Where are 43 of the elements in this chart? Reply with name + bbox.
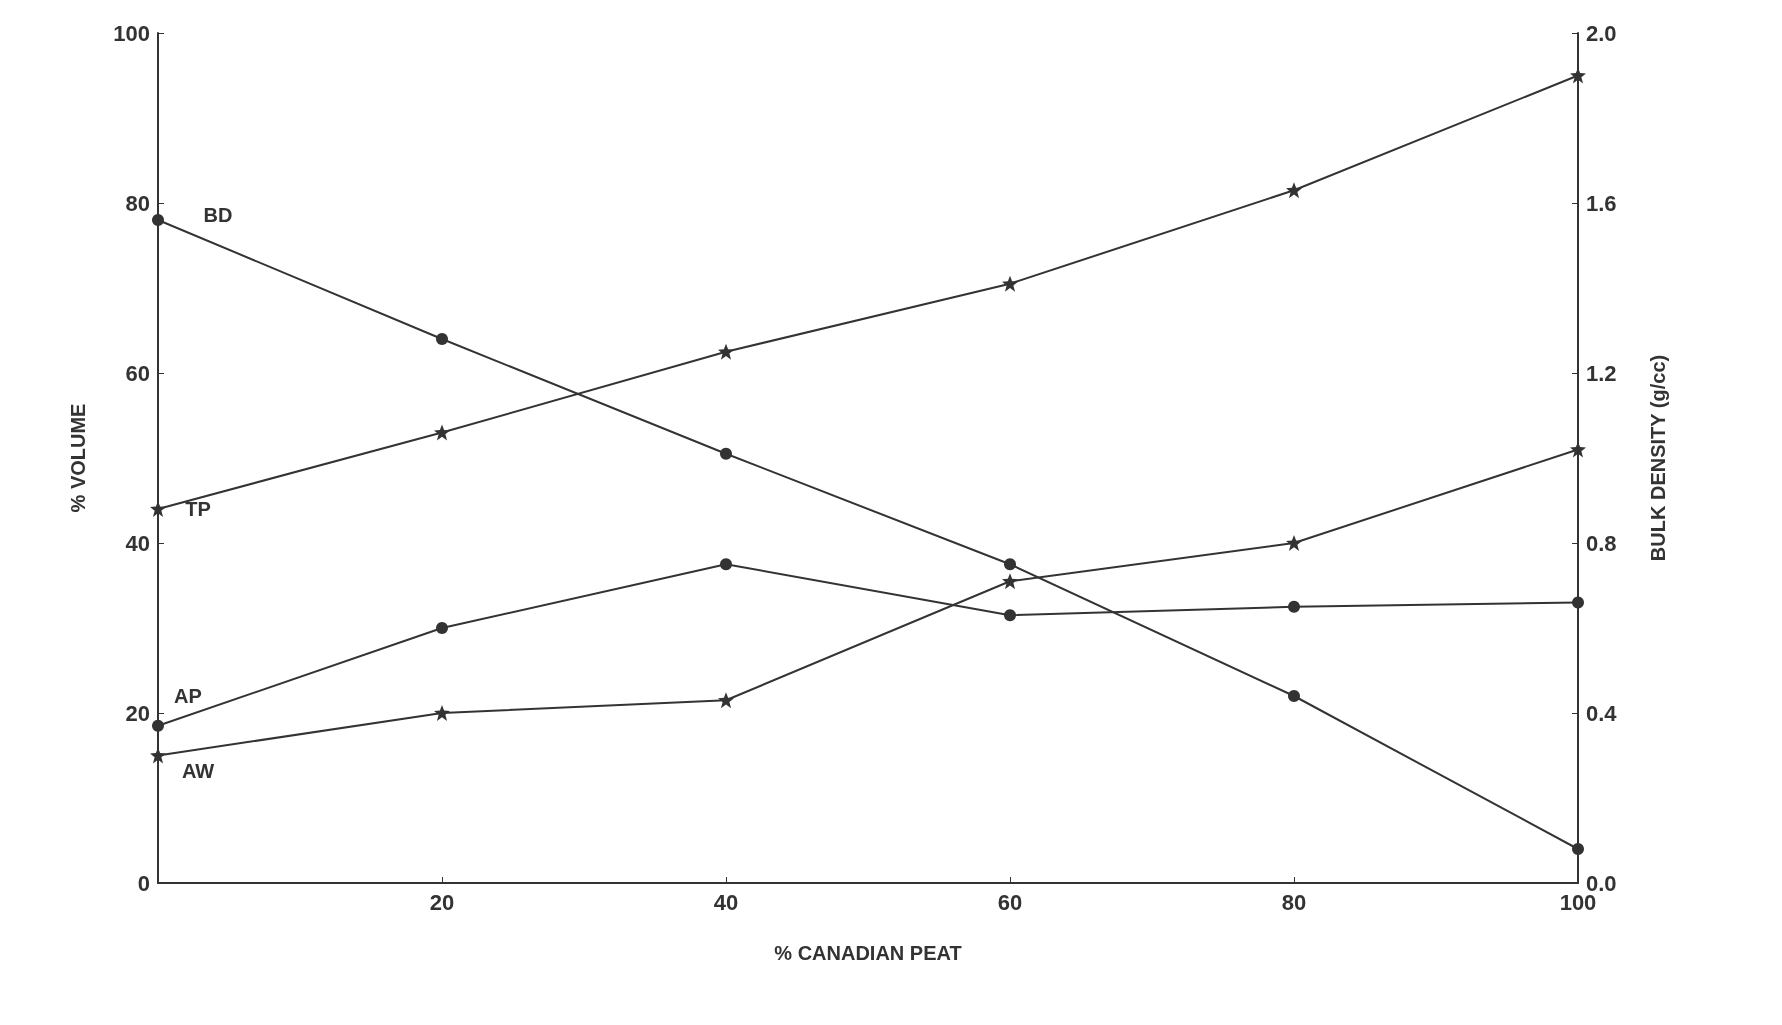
point (434, 705, 450, 721)
point (152, 214, 164, 226)
y-tick-label: 100 (113, 20, 150, 46)
x-tick-label: 80 (1281, 889, 1307, 915)
point (1288, 690, 1300, 702)
y2-tick-label: 1.2 (1586, 360, 1617, 386)
point (1004, 609, 1016, 622)
point (436, 333, 448, 345)
point (720, 447, 732, 460)
point (1002, 275, 1018, 292)
series-label: AW (181, 759, 215, 782)
x-tick-label: 60 (997, 889, 1023, 915)
y2-tick-label: 0.4 (1586, 700, 1618, 726)
point (152, 719, 164, 732)
point (1004, 558, 1016, 571)
y-tick-label: 60 (125, 360, 150, 386)
point (720, 558, 732, 571)
point (718, 692, 734, 709)
y2-tick-label: 0.8 (1586, 530, 1617, 556)
point (434, 424, 450, 441)
series-label: TP (185, 498, 211, 520)
series-label: AP (174, 684, 202, 707)
y2-tick-label: 0.0 (1586, 870, 1617, 896)
x-tick-label: 20 (429, 889, 455, 915)
y-tick-label: 0 (137, 870, 150, 896)
point (1002, 573, 1018, 590)
y-tick-label: 20 (125, 700, 150, 726)
y-tick-label: 80 (125, 190, 150, 216)
point (1286, 182, 1302, 199)
point (1572, 843, 1584, 855)
point (436, 622, 448, 634)
point (1288, 600, 1300, 613)
x-axis-title: % CANADIAN PEAT (774, 942, 962, 964)
y2-axis-title: BULK DENSITY (g/cc) (1647, 354, 1669, 562)
y-axis-title: % VOLUME (67, 403, 89, 513)
y2-tick-label: 1.6 (1586, 190, 1617, 216)
point (1286, 535, 1302, 551)
point (1572, 596, 1584, 609)
x-tick-label: 40 (713, 889, 739, 915)
point (718, 343, 734, 360)
series-label: BD (203, 204, 233, 226)
y-tick-label: 40 (125, 530, 150, 556)
y2-tick-label: 2.0 (1586, 20, 1617, 46)
